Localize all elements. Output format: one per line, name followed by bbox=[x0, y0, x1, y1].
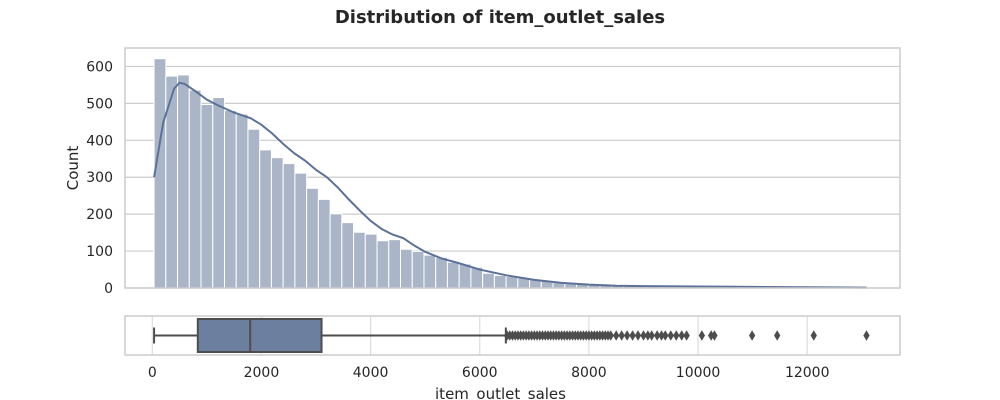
histogram-bar bbox=[153, 58, 167, 289]
outlier-point bbox=[644, 330, 652, 341]
histogram-bar bbox=[270, 157, 284, 289]
histogram-bar bbox=[247, 128, 261, 289]
y-tick-label: 500 bbox=[86, 96, 113, 112]
histogram-bar bbox=[200, 103, 214, 289]
boxplot-panel: 0 2000 4000 6000 8000 10000 12000 item_outlet_… bbox=[124, 315, 901, 400]
kde-curve bbox=[153, 81, 867, 289]
histogram-bar bbox=[446, 261, 460, 289]
outlier-point bbox=[662, 330, 669, 341]
outlier-point bbox=[810, 330, 817, 341]
x-tick-label: 12000 bbox=[785, 365, 830, 381]
outlier-point bbox=[774, 330, 781, 341]
histogram-bar bbox=[317, 198, 331, 289]
y-tick-label: 100 bbox=[86, 244, 113, 260]
histogram-bar bbox=[505, 276, 519, 289]
outlier-point bbox=[629, 330, 636, 341]
outlier-point bbox=[623, 330, 631, 341]
x-tick-label: 10000 bbox=[676, 365, 721, 381]
x-tick-label: 6000 bbox=[462, 365, 498, 381]
outlier-point bbox=[678, 330, 685, 341]
interquartile-box bbox=[196, 318, 323, 353]
histogram-bars bbox=[153, 58, 859, 289]
histogram-bar bbox=[188, 89, 202, 289]
chart-title: Distribution of item_outlet_sales bbox=[335, 7, 665, 28]
outlier-point bbox=[607, 330, 614, 341]
outlier-point bbox=[711, 330, 718, 341]
y-tick-label: 0 bbox=[104, 281, 113, 297]
y-tick-label: 400 bbox=[86, 133, 113, 149]
x-tick-label: 8000 bbox=[571, 365, 607, 381]
histogram-bar bbox=[329, 213, 343, 289]
x-tick-label: 2000 bbox=[244, 365, 280, 381]
histogram-panel: 0 100 200 300 400 500 600 Count bbox=[64, 47, 901, 297]
histogram-bar bbox=[341, 222, 355, 289]
histogram-frame bbox=[124, 47, 901, 289]
x-ticks: 0 2000 4000 6000 8000 10000 12000 bbox=[148, 365, 830, 381]
histogram-bar bbox=[212, 96, 225, 289]
histogram-bar bbox=[353, 231, 366, 289]
outlier-point bbox=[653, 330, 661, 341]
histogram-bar bbox=[435, 256, 448, 289]
outlier-point bbox=[634, 330, 642, 341]
histogram-bar bbox=[400, 248, 413, 289]
y-tick-label: 200 bbox=[86, 207, 113, 223]
outlier-point bbox=[708, 330, 715, 341]
outlier-point bbox=[613, 330, 620, 341]
outlier-point bbox=[618, 330, 625, 341]
histogram-bar bbox=[411, 250, 425, 289]
histogram-bar bbox=[235, 113, 249, 289]
boxplot-frame bbox=[124, 315, 901, 356]
outlier-point bbox=[683, 330, 690, 341]
x-tick-label: 4000 bbox=[353, 365, 389, 381]
histogram-bar bbox=[388, 239, 402, 289]
histogram-bar bbox=[294, 172, 308, 289]
histogram-bar bbox=[282, 163, 296, 289]
histogram-bar bbox=[458, 263, 472, 289]
histogram-y-ticks: 0 100 200 300 400 500 600 bbox=[86, 59, 113, 297]
outlier-point bbox=[748, 330, 756, 341]
histogram-bar bbox=[376, 240, 390, 289]
x-axis-label: item_outlet_sales bbox=[435, 385, 566, 400]
y-tick-label: 600 bbox=[86, 59, 113, 75]
outlier-point bbox=[667, 330, 674, 341]
outlier-point bbox=[648, 330, 655, 341]
histogram-bar bbox=[482, 272, 495, 289]
outlier-point bbox=[640, 330, 647, 341]
outlier-point bbox=[673, 330, 680, 341]
y-axis-label: Count bbox=[64, 146, 82, 191]
x-tick-label: 0 bbox=[148, 365, 157, 381]
histogram-bar bbox=[259, 149, 272, 289]
histogram-bar bbox=[364, 233, 378, 289]
histogram-bar bbox=[177, 74, 190, 289]
boxplot-body bbox=[153, 318, 507, 353]
outlier-point bbox=[698, 330, 706, 341]
boxplot-outliers bbox=[503, 330, 870, 341]
y-tick-label: 300 bbox=[86, 170, 113, 186]
histogram-bar bbox=[223, 109, 237, 289]
outlier-point bbox=[658, 330, 665, 341]
histogram-bar bbox=[423, 254, 437, 289]
outlier-point bbox=[863, 330, 870, 341]
histogram-bar bbox=[306, 187, 319, 289]
histogram-bar bbox=[493, 274, 507, 289]
